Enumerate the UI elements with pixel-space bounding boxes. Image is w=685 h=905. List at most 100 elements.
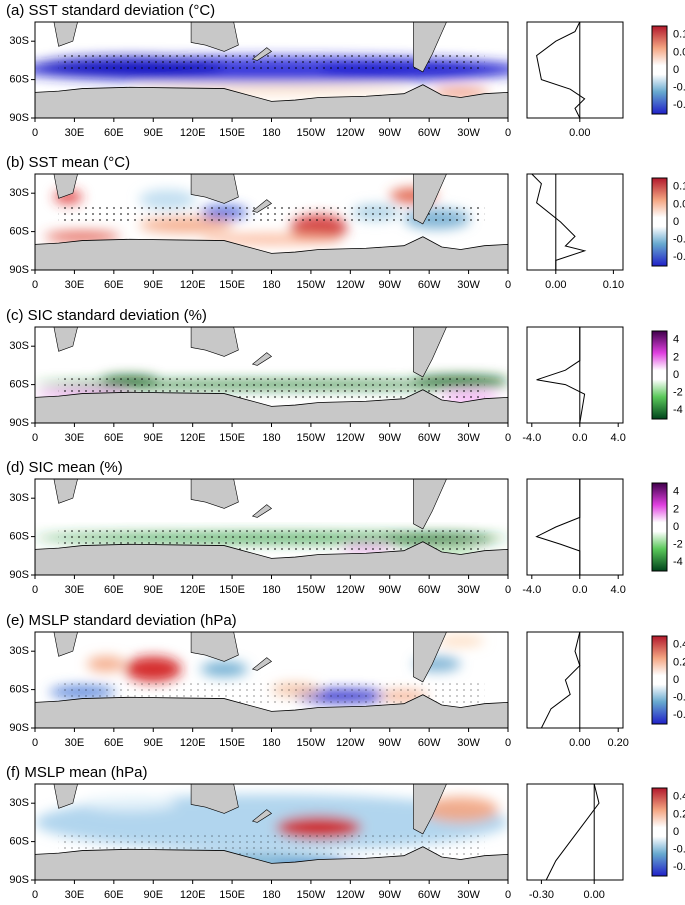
lat-tick-label: 90S <box>9 112 29 124</box>
lon-tick-label: 90E <box>143 127 163 139</box>
lon-tick-label: 30E <box>65 127 85 139</box>
lat-tick-label: 60S <box>9 74 29 86</box>
africa <box>53 22 78 47</box>
map-field <box>35 174 508 270</box>
new-zealand <box>251 47 273 61</box>
australia <box>190 479 239 509</box>
map-field <box>35 479 508 575</box>
lon-tick-label: 120E <box>180 279 206 291</box>
lon-tick-label: 30E <box>65 584 85 596</box>
colorbar-tick-label: 0.06 <box>673 46 685 58</box>
lon-tick-label: 0 <box>32 127 38 139</box>
profile-frame <box>526 326 624 424</box>
lat-tick-label: 30S <box>9 340 29 352</box>
panel-title: (c) SIC standard deviation (%) <box>6 307 207 324</box>
lon-tick-label: 150E <box>219 584 245 596</box>
australia <box>190 22 239 52</box>
colorbar-tick-label: 0 <box>673 826 679 838</box>
colorbar-tick-label: -4 <box>673 556 683 568</box>
lon-tick-label: 120E <box>180 737 206 749</box>
lon-tick-label: 90E <box>143 584 163 596</box>
lon-tick-label: 120W <box>336 127 365 139</box>
antarctica <box>35 694 508 728</box>
profile-tick-label: 0.00 <box>569 127 590 139</box>
colorbar <box>651 482 668 572</box>
lat-tick-label: 30S <box>9 797 29 809</box>
profile-tick-label: -4.0 <box>522 584 541 596</box>
lon-tick-label: 90W <box>378 584 401 596</box>
colorbar-tick-label: 0.12 <box>673 29 685 41</box>
colorbar <box>651 177 668 267</box>
lon-tick-label: 150E <box>219 279 245 291</box>
colorbar-tick-label: 4 <box>673 486 679 498</box>
map-field <box>35 632 508 728</box>
field-blob <box>432 88 490 97</box>
lon-tick-label: 150E <box>219 737 245 749</box>
panel-title: (d) SIC mean (%) <box>6 459 123 476</box>
colorbar-tick-label: -0.12 <box>673 99 685 111</box>
lat-tick-label: 90S <box>9 874 29 886</box>
lon-tick-label: 150E <box>219 889 245 901</box>
new-zealand <box>251 657 273 671</box>
lon-tick-label: 120W <box>336 279 365 291</box>
colorbar-tick-label: 0 <box>673 216 679 228</box>
lon-tick-label: 0 <box>505 279 511 291</box>
profile-curve <box>536 21 586 119</box>
lon-tick-label: 30E <box>65 279 85 291</box>
lat-tick-label: 60S <box>9 531 29 543</box>
africa <box>53 174 78 199</box>
profile-tick-label: 0.0 <box>572 432 587 444</box>
africa <box>53 632 78 657</box>
lon-tick-label: 90E <box>143 432 163 444</box>
field-blob <box>200 234 343 245</box>
lon-tick-label: 30W <box>457 279 480 291</box>
field-blob <box>87 656 125 672</box>
africa <box>53 479 78 504</box>
lon-tick-label: 90E <box>143 889 163 901</box>
lon-tick-label: 60W <box>418 889 441 901</box>
lon-tick-label: 30E <box>65 889 85 901</box>
lon-tick-label: 180 <box>262 737 280 749</box>
colorbar-tick-label: 0 <box>673 64 679 76</box>
lon-tick-label: 0 <box>505 432 511 444</box>
lon-tick-label: 180 <box>262 127 280 139</box>
panel-title: (b) SST mean (°C) <box>6 154 130 171</box>
lon-tick-label: 30W <box>457 889 480 901</box>
lon-tick-label: 0 <box>32 584 38 596</box>
colorbar-tick-label: 0.2 <box>673 656 685 668</box>
lon-tick-label: 30W <box>457 127 480 139</box>
lon-tick-label: 150W <box>297 737 326 749</box>
field-blob <box>124 656 182 682</box>
panel-title: (e) MSLP standard deviation (hPa) <box>6 612 237 629</box>
profile-curve <box>536 327 586 424</box>
antarctica <box>35 541 508 575</box>
lon-tick-label: 0 <box>32 432 38 444</box>
south-america <box>413 784 447 835</box>
colorbar-tick-label: 0 <box>673 674 679 686</box>
profile-tick-label: 4.0 <box>611 584 626 596</box>
map-field <box>35 327 508 423</box>
colorbar-tick-label: 0.4 <box>673 791 685 803</box>
lon-tick-label: 150W <box>297 279 326 291</box>
profile-frame <box>526 173 624 271</box>
colorbar <box>651 787 668 877</box>
profile-curve <box>535 479 581 575</box>
lon-tick-label: 90W <box>378 889 401 901</box>
lon-tick-label: 180 <box>262 889 280 901</box>
field-blob <box>422 796 499 823</box>
lon-tick-label: 60W <box>418 584 441 596</box>
profile-tick-label: 0.0 <box>572 584 587 596</box>
profile-curve <box>545 783 600 881</box>
colorbar-tick-label: 4 <box>673 334 679 346</box>
profile-frame <box>526 478 624 576</box>
lon-tick-label: 180 <box>262 432 280 444</box>
lon-tick-label: 120E <box>180 889 206 901</box>
profile-tick-label: 4.0 <box>611 432 626 444</box>
panel-title: (a) SST standard deviation (°C) <box>6 2 215 19</box>
africa <box>53 327 78 352</box>
lon-tick-label: 0 <box>505 889 511 901</box>
lon-tick-label: 0 <box>505 127 511 139</box>
profile-tick-label: -4.0 <box>522 432 541 444</box>
